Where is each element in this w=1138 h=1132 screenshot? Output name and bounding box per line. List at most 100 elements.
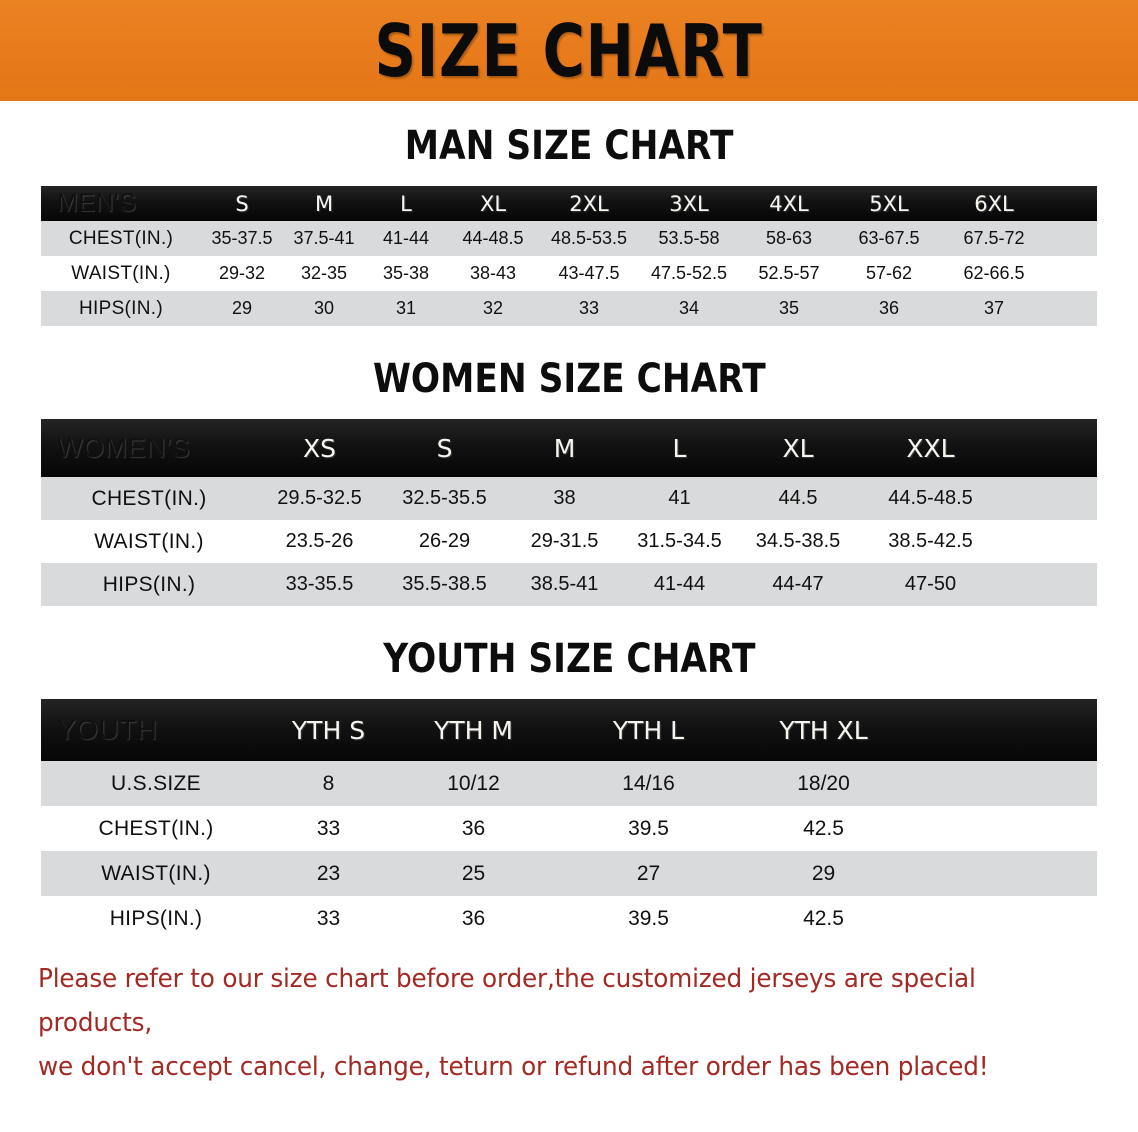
youth-row-0-val-3: 18/20 (736, 761, 911, 806)
man-row-0-val-6: 58-63 (739, 221, 839, 256)
youth-row-3-val-0: 33 (271, 896, 386, 941)
youth-size-table: YOUTH YTH S YTH M YTH L YTH XL U.S.SIZE … (41, 699, 1097, 941)
man-size-table-wrapper: MEN'S S M L XL 2XL 3XL 4XL 5XL 6XL CHEST… (41, 186, 1097, 326)
youth-row-0-pad (911, 761, 1097, 806)
women-row-0-val-5: 44.5-48.5 (859, 477, 1002, 520)
man-header-pad (1049, 186, 1097, 221)
women-section-title: WOMEN SIZE CHART (0, 356, 1138, 402)
youth-size-table-wrapper: YOUTH YTH S YTH M YTH L YTH XL U.S.SIZE … (41, 699, 1097, 941)
women-row-2-label: HIPS(IN.) (41, 563, 257, 606)
man-row-1-val-7: 57-62 (839, 256, 939, 291)
table-row: CHEST(IN.) 29.5-32.5 32.5-35.5 38 41 44.… (41, 477, 1097, 520)
man-row-2-val-7: 36 (839, 291, 939, 326)
man-header-col-3: XL (479, 191, 507, 216)
man-row-2-val-4: 33 (539, 291, 639, 326)
youth-row-2-label: WAIST(IN.) (41, 851, 271, 896)
man-header-col-4: 2XL (569, 191, 609, 216)
women-row-2-val-2: 38.5-41 (507, 563, 622, 606)
women-row-1-pad (1002, 520, 1097, 563)
women-size-table: WOMEN'S XS S M L XL XXL CHEST(IN.) 29.5-… (41, 419, 1097, 606)
order-policy-note-line-2: we don't accept cancel, change, teturn o… (38, 1052, 989, 1082)
youth-row-1-val-1: 36 (386, 806, 561, 851)
man-table-header-row: MEN'S S M L XL 2XL 3XL 4XL 5XL 6XL (41, 186, 1097, 221)
man-row-0-val-7: 63-67.5 (839, 221, 939, 256)
man-header-col-7: 5XL (869, 191, 909, 216)
youth-row-1-val-3: 42.5 (736, 806, 911, 851)
man-row-2-val-3: 32 (447, 291, 539, 326)
man-header-col-6: 4XL (769, 191, 809, 216)
man-row-1-val-4: 43-47.5 (539, 256, 639, 291)
table-row: HIPS(IN.) 33-35.5 35.5-38.5 38.5-41 41-4… (41, 563, 1097, 606)
man-row-2-val-0: 29 (201, 291, 283, 326)
order-policy-note: Please refer to our size chart before or… (38, 957, 1100, 1089)
youth-row-2-pad (911, 851, 1097, 896)
man-row-0-val-3: 44-48.5 (447, 221, 539, 256)
table-row: HIPS(IN.) 33 36 39.5 42.5 (41, 896, 1097, 941)
youth-row-2-val-3: 29 (736, 851, 911, 896)
women-row-0-pad (1002, 477, 1097, 520)
women-row-1-val-1: 26-29 (382, 520, 507, 563)
man-row-0-val-8: 67.5-72 (939, 221, 1049, 256)
man-row-2-label: HIPS(IN.) (41, 291, 201, 326)
women-row-2-val-3: 41-44 (622, 563, 737, 606)
table-row: CHEST(IN.) 33 36 39.5 42.5 (41, 806, 1097, 851)
women-section-title-text: WOMEN SIZE CHART (372, 356, 766, 402)
youth-row-3-label: HIPS(IN.) (41, 896, 271, 941)
women-row-0-val-0: 29.5-32.5 (257, 477, 382, 520)
man-header-lead: MEN'S (57, 189, 137, 217)
women-header-col-0: XS (303, 433, 336, 463)
youth-header-col-3: YTH XL (779, 715, 868, 745)
women-row-1-val-4: 34.5-38.5 (737, 520, 859, 563)
women-row-0-val-3: 41 (622, 477, 737, 520)
women-header-col-2: M (553, 433, 576, 463)
women-row-2-val-0: 33-35.5 (257, 563, 382, 606)
women-row-1-val-5: 38.5-42.5 (859, 520, 1002, 563)
youth-row-3-val-3: 42.5 (736, 896, 911, 941)
man-row-2-val-6: 35 (739, 291, 839, 326)
man-row-0-pad (1049, 221, 1097, 256)
man-row-2-val-5: 34 (639, 291, 739, 326)
youth-row-3-val-1: 36 (386, 896, 561, 941)
man-row-0-val-4: 48.5-53.5 (539, 221, 639, 256)
women-row-1-val-3: 31.5-34.5 (622, 520, 737, 563)
youth-header-lead: YOUTH (57, 714, 158, 745)
table-row: U.S.SIZE 8 10/12 14/16 18/20 (41, 761, 1097, 806)
women-header-col-4: XL (782, 433, 814, 463)
size-chart-banner: SIZE CHART (0, 0, 1138, 101)
women-row-2-val-5: 47-50 (859, 563, 1002, 606)
table-row: WAIST(IN.) 23.5-26 26-29 29-31.5 31.5-34… (41, 520, 1097, 563)
youth-row-1-label: CHEST(IN.) (41, 806, 271, 851)
youth-row-3-val-2: 39.5 (561, 896, 736, 941)
table-row: WAIST(IN.) 29-32 32-35 35-38 38-43 43-47… (41, 256, 1097, 291)
man-row-1-val-5: 47.5-52.5 (639, 256, 739, 291)
man-row-2-val-1: 30 (283, 291, 365, 326)
women-header-col-3: L (672, 433, 687, 463)
table-row: HIPS(IN.) 29 30 31 32 33 34 35 36 37 (41, 291, 1097, 326)
youth-header-pad (911, 699, 1097, 761)
women-table-header-row: WOMEN'S XS S M L XL XXL (41, 419, 1097, 477)
man-row-0-val-5: 53.5-58 (639, 221, 739, 256)
man-section-title-text: MAN SIZE CHART (404, 123, 734, 169)
man-header-col-2: L (400, 191, 412, 216)
youth-row-1-val-2: 39.5 (561, 806, 736, 851)
man-row-1-val-1: 32-35 (283, 256, 365, 291)
man-row-1-val-8: 62-66.5 (939, 256, 1049, 291)
man-row-1-label: WAIST(IN.) (41, 256, 201, 291)
youth-section-title-text: YOUTH SIZE CHART (382, 636, 756, 682)
man-header-col-1: M (314, 191, 334, 216)
man-row-2-val-2: 31 (365, 291, 447, 326)
women-row-2-pad (1002, 563, 1097, 606)
man-row-0-val-2: 41-44 (365, 221, 447, 256)
women-header-col-5: XXL (906, 433, 955, 463)
youth-header-col-2: YTH L (612, 715, 685, 745)
man-row-1-val-2: 35-38 (365, 256, 447, 291)
youth-row-0-val-2: 14/16 (561, 761, 736, 806)
man-header-col-5: 3XL (669, 191, 709, 216)
women-row-1-label: WAIST(IN.) (41, 520, 257, 563)
man-row-0-val-1: 37.5-41 (283, 221, 365, 256)
youth-row-0-val-1: 10/12 (386, 761, 561, 806)
women-header-col-1: S (436, 433, 453, 463)
man-row-0-label: CHEST(IN.) (41, 221, 201, 256)
man-row-1-pad (1049, 256, 1097, 291)
man-size-table: MEN'S S M L XL 2XL 3XL 4XL 5XL 6XL CHEST… (41, 186, 1097, 326)
